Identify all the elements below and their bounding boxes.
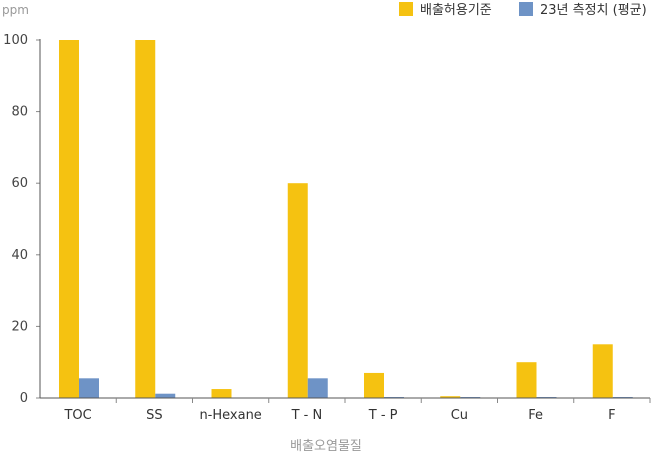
y-tick-label-60: 60: [11, 176, 28, 191]
bar-standard-1: [135, 40, 156, 398]
bar-standard-4: [364, 372, 384, 398]
y-tick-label-40: 40: [11, 248, 28, 263]
category-label-1: SS: [146, 408, 163, 423]
bar-standard-7: [592, 344, 613, 398]
category-label-2: n-Hexane: [199, 408, 261, 423]
legend-swatch-measured: [519, 2, 533, 16]
bar-standard-5: [440, 396, 461, 398]
bar-standard-6: [516, 362, 537, 398]
y-tick-label-0: 0: [20, 391, 28, 406]
bars: [59, 40, 633, 398]
category-label-3: T - N: [291, 408, 323, 423]
bar-standard-2: [211, 389, 232, 398]
y-unit-label: ppm: [2, 3, 29, 17]
bar-standard-3: [287, 183, 308, 398]
y-tick-label-20: 20: [11, 319, 28, 334]
category-label-6: Fe: [528, 408, 543, 423]
y-tick-label-80: 80: [11, 105, 28, 120]
y-axis-ticks: 0 20 40 60 80 100: [3, 33, 40, 406]
legend-label-standard: 배출허용기준: [420, 3, 492, 18]
category-label-0: TOC: [63, 408, 91, 423]
bar-measured-0: [79, 378, 99, 398]
category-label-5: Cu: [451, 408, 468, 423]
legend-swatch-standard: [399, 2, 413, 16]
x-axis-ticks: [115, 398, 651, 403]
x-axis-title: 배출오염물질: [290, 439, 362, 454]
legend: 배출허용기준 23년 측정치 (평균): [399, 2, 647, 18]
category-label-7: F: [608, 408, 615, 423]
bar-measured-1: [155, 393, 176, 398]
bar-standard-0: [59, 40, 79, 398]
y-tick-label-100: 100: [3, 33, 28, 48]
category-label-4: T - P: [368, 408, 398, 423]
legend-label-measured: 23년 측정치 (평균): [540, 3, 647, 18]
category-labels: TOC SS n-Hexane T - N T - P Cu Fe F: [63, 408, 615, 423]
bar-measured-3: [307, 378, 328, 398]
